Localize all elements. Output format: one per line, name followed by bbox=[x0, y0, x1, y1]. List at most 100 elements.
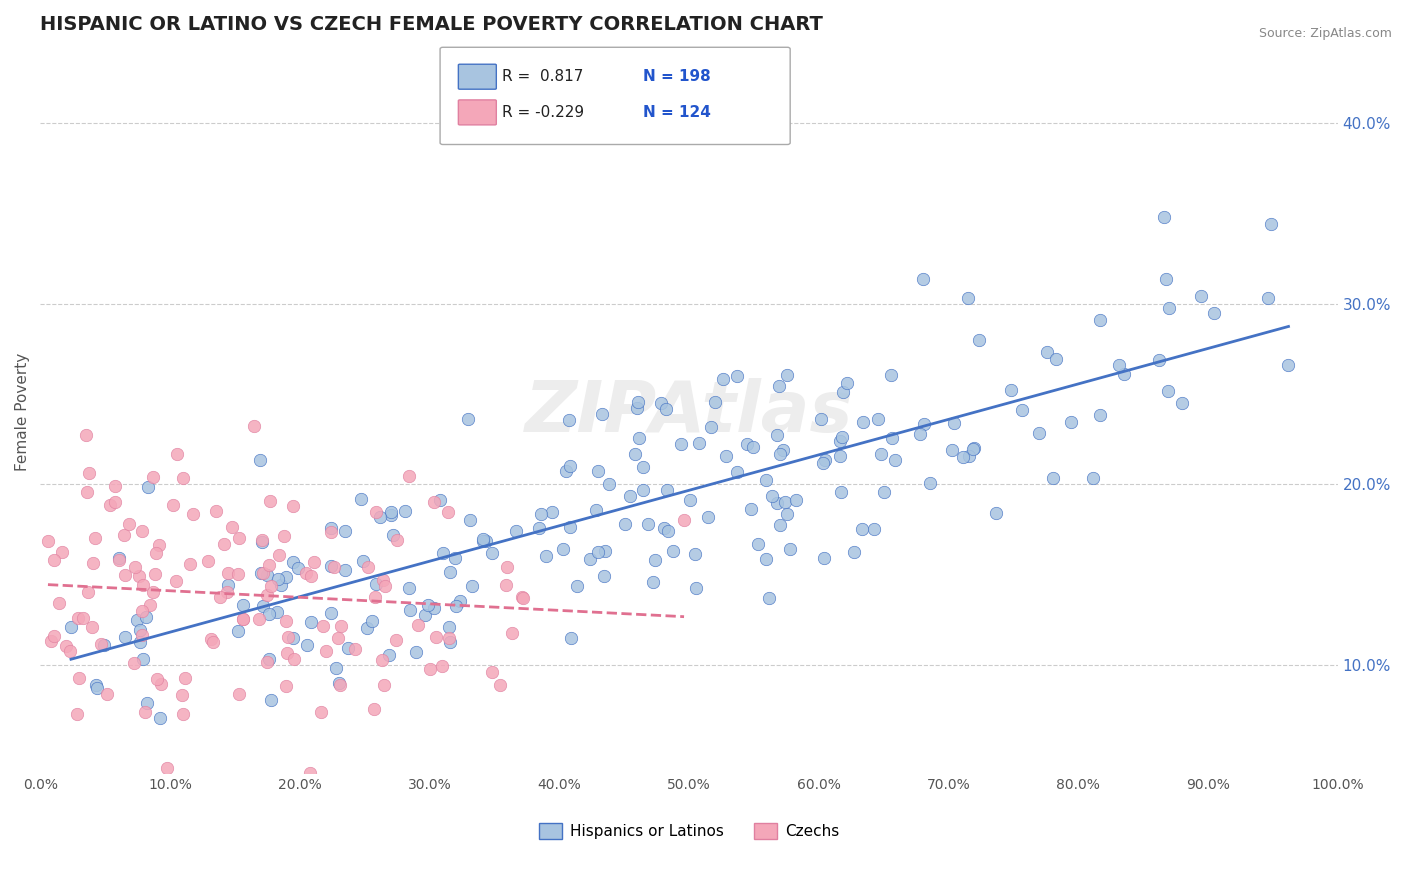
Point bbox=[1028, 425, 1050, 440]
Point bbox=[281, 556, 304, 570]
Point bbox=[437, 631, 460, 645]
Point bbox=[475, 534, 498, 549]
Point bbox=[510, 590, 533, 604]
Point bbox=[76, 484, 98, 499]
Point bbox=[554, 464, 576, 478]
Point bbox=[232, 612, 254, 626]
Point bbox=[114, 567, 136, 582]
Point bbox=[394, 504, 416, 518]
Point bbox=[1088, 313, 1111, 327]
Point bbox=[457, 411, 479, 425]
Point bbox=[156, 761, 179, 775]
Point bbox=[319, 521, 342, 535]
Point bbox=[232, 611, 254, 625]
Point bbox=[952, 450, 974, 464]
Point bbox=[299, 615, 322, 629]
Point bbox=[299, 568, 322, 582]
Point bbox=[143, 567, 166, 582]
Point bbox=[315, 644, 337, 658]
Point bbox=[382, 528, 405, 542]
Point bbox=[765, 427, 787, 442]
Point bbox=[430, 658, 453, 673]
Point bbox=[962, 442, 984, 456]
Point bbox=[162, 498, 184, 512]
Point bbox=[124, 560, 146, 574]
Point bbox=[536, 549, 558, 564]
Point bbox=[740, 502, 762, 516]
Point bbox=[37, 533, 59, 548]
Point bbox=[370, 510, 392, 524]
Point bbox=[146, 672, 169, 686]
Point bbox=[870, 447, 893, 461]
Point bbox=[66, 611, 89, 625]
Point bbox=[82, 556, 104, 570]
Point bbox=[768, 378, 790, 392]
Point bbox=[328, 676, 350, 690]
Point bbox=[530, 507, 553, 521]
Point bbox=[259, 494, 281, 508]
Point bbox=[252, 566, 274, 580]
Point bbox=[755, 551, 778, 566]
Point bbox=[432, 546, 454, 560]
Point bbox=[586, 545, 609, 559]
Point bbox=[247, 612, 270, 626]
Point bbox=[76, 428, 98, 442]
Point bbox=[311, 619, 333, 633]
Point bbox=[80, 620, 103, 634]
Point bbox=[197, 554, 219, 568]
Point bbox=[98, 498, 121, 512]
Point bbox=[267, 572, 290, 586]
Point bbox=[283, 499, 305, 513]
Point bbox=[1157, 384, 1180, 398]
Point bbox=[811, 456, 834, 470]
Point bbox=[565, 579, 588, 593]
Point bbox=[437, 620, 460, 634]
Point bbox=[654, 402, 676, 417]
Point bbox=[256, 567, 278, 582]
Point bbox=[1154, 272, 1177, 286]
Point bbox=[257, 558, 280, 572]
Point bbox=[84, 678, 107, 692]
Point bbox=[967, 333, 990, 347]
Point bbox=[128, 569, 150, 583]
Point bbox=[449, 594, 471, 608]
Point bbox=[472, 533, 495, 548]
Point bbox=[461, 579, 484, 593]
Point bbox=[287, 561, 309, 575]
Point bbox=[429, 493, 451, 508]
Point bbox=[413, 608, 436, 623]
Point bbox=[776, 368, 799, 383]
Point bbox=[851, 522, 873, 536]
Point bbox=[131, 628, 153, 642]
Point bbox=[77, 584, 100, 599]
Point bbox=[142, 585, 165, 599]
Point bbox=[593, 544, 616, 558]
Point bbox=[769, 447, 792, 461]
Point bbox=[86, 681, 108, 695]
Point bbox=[766, 495, 789, 509]
Point bbox=[259, 652, 281, 666]
Point bbox=[1035, 345, 1057, 359]
Point bbox=[423, 494, 446, 508]
Point bbox=[283, 631, 305, 645]
Point bbox=[90, 637, 112, 651]
Point bbox=[59, 644, 82, 658]
Point bbox=[560, 520, 582, 534]
Point bbox=[256, 655, 278, 669]
Point bbox=[257, 607, 280, 621]
Point bbox=[912, 417, 935, 431]
Point bbox=[249, 566, 271, 580]
Point bbox=[585, 503, 607, 517]
Point bbox=[627, 394, 650, 409]
Point bbox=[650, 396, 672, 410]
Point bbox=[957, 449, 980, 463]
Point bbox=[39, 634, 62, 648]
Point bbox=[298, 766, 321, 780]
Point bbox=[657, 483, 679, 498]
Point bbox=[776, 507, 799, 521]
Point bbox=[633, 483, 655, 497]
Point bbox=[399, 603, 422, 617]
Point bbox=[1045, 351, 1067, 366]
Point bbox=[742, 440, 765, 454]
Point bbox=[363, 591, 385, 605]
